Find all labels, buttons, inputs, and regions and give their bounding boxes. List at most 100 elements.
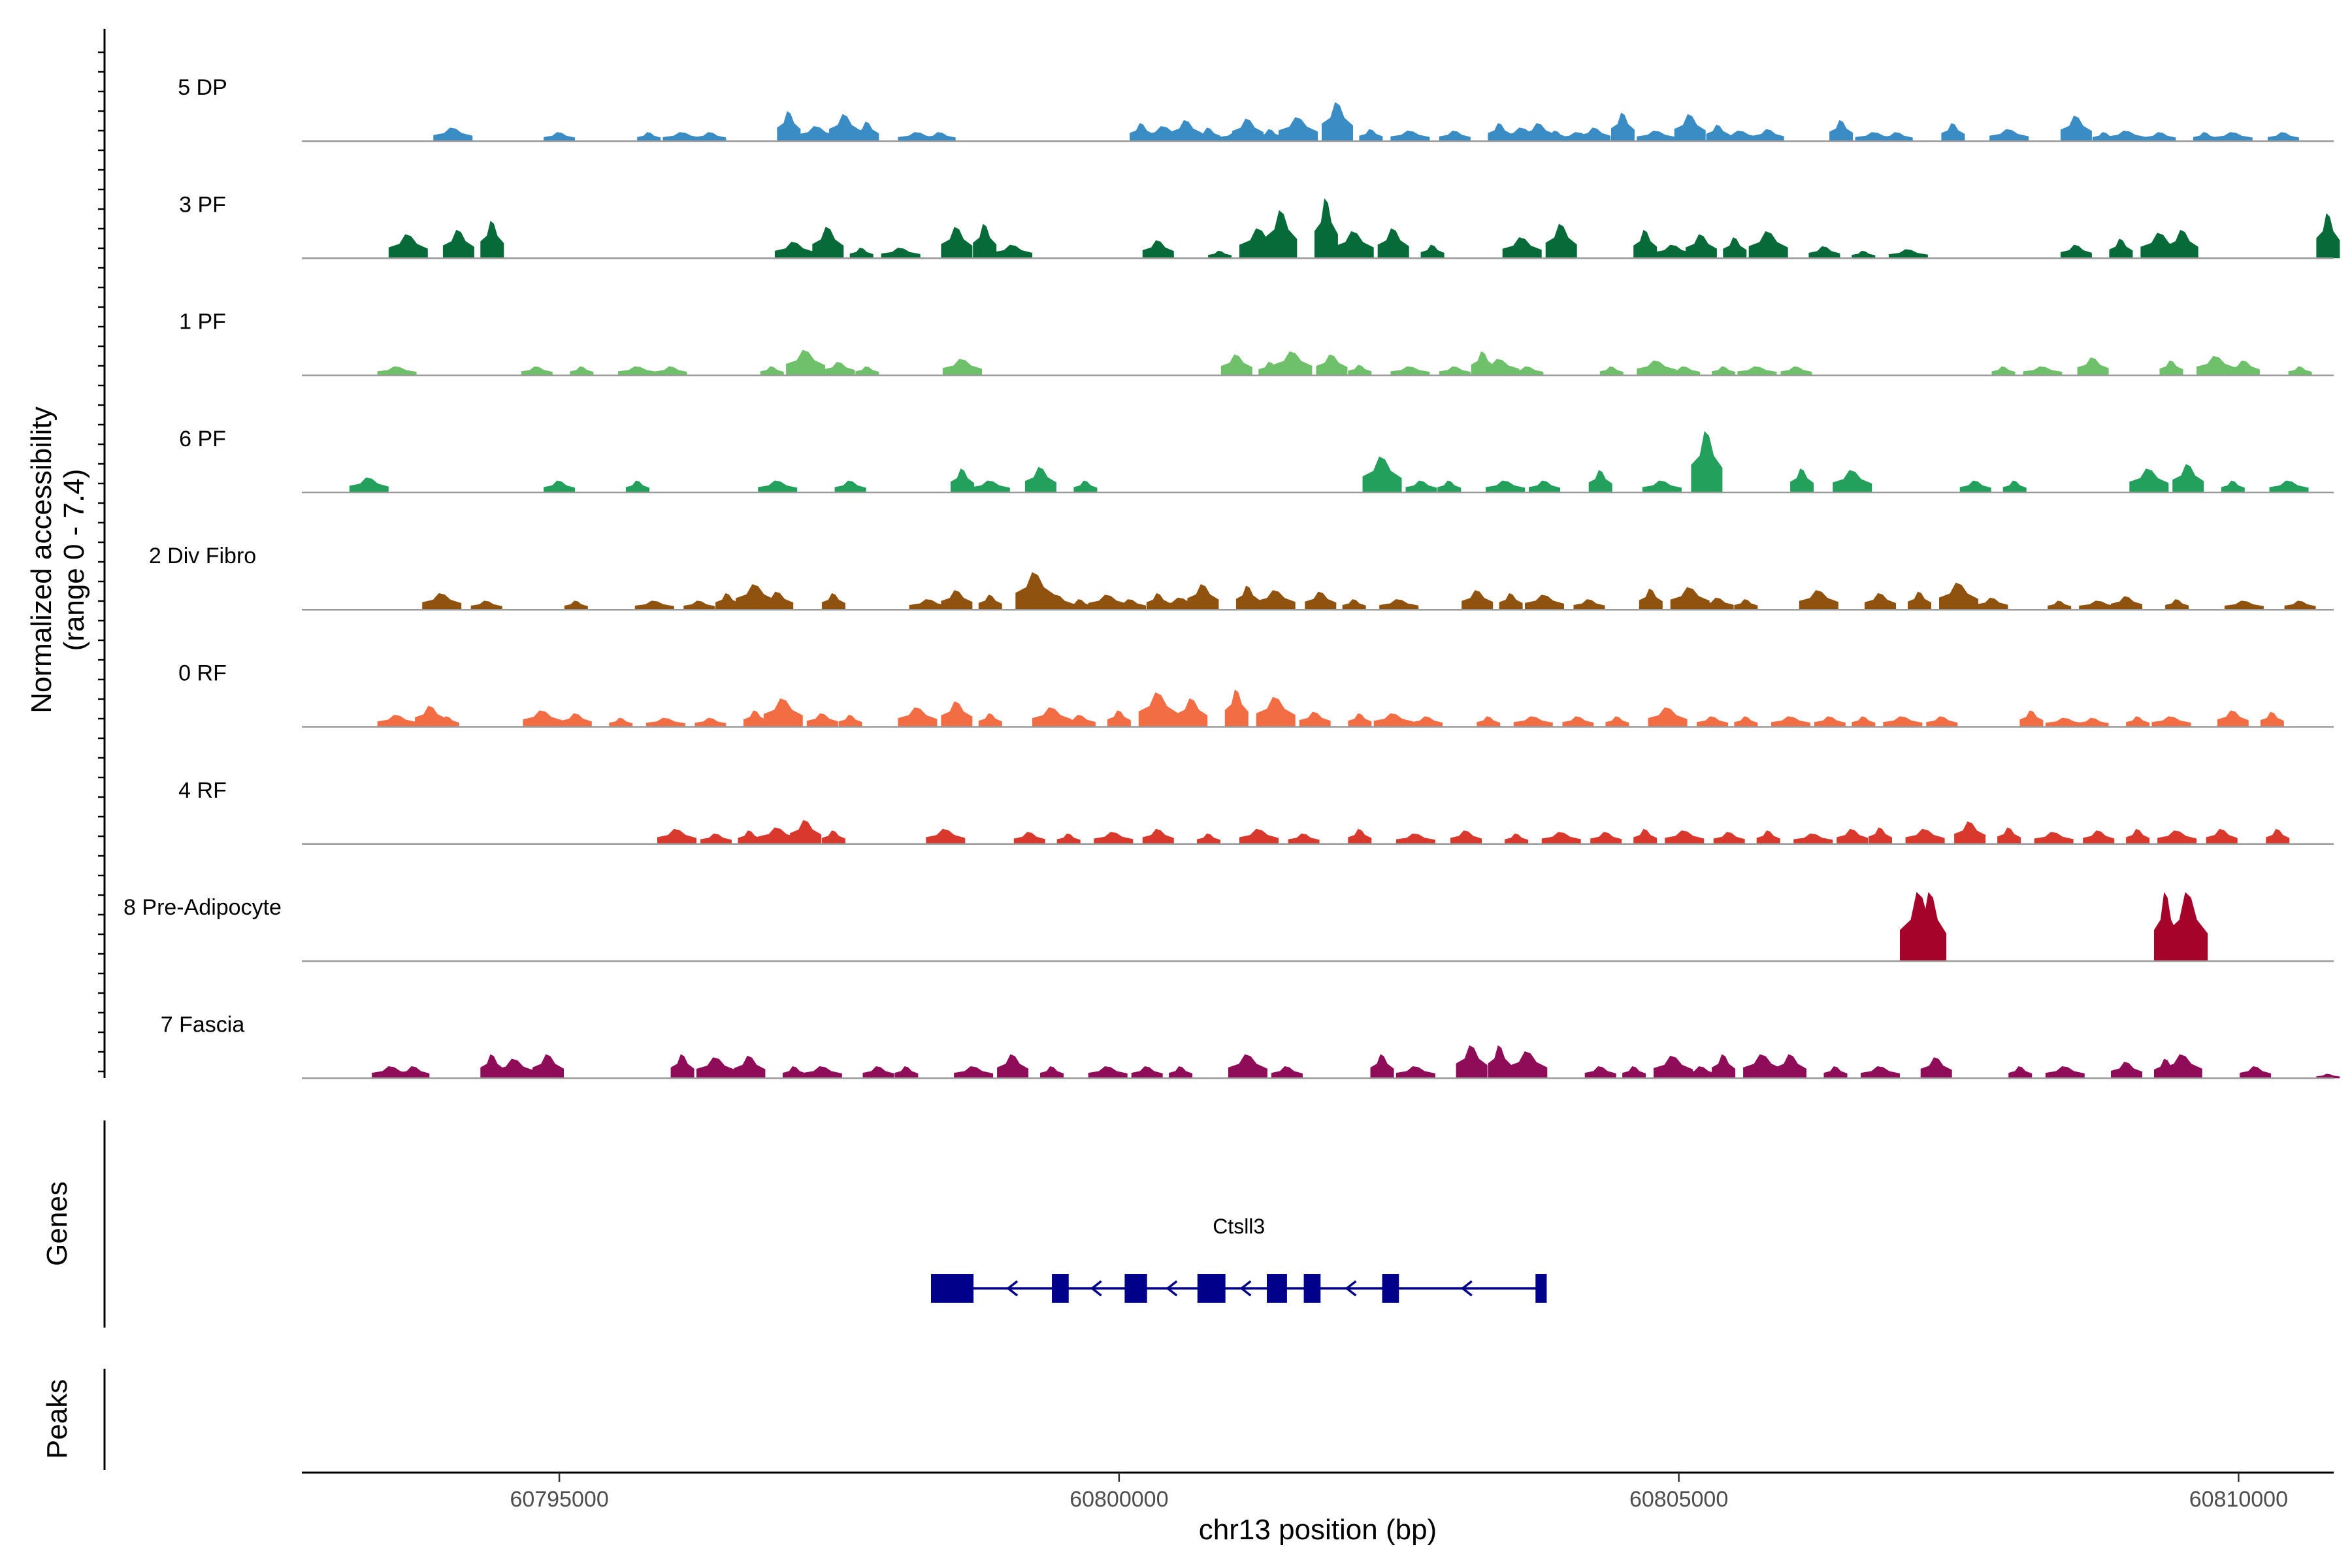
peak — [760, 366, 784, 376]
peak — [1941, 123, 1965, 141]
peak — [941, 227, 973, 259]
peak — [782, 1066, 806, 1079]
peak — [2221, 480, 2245, 493]
peak — [433, 127, 473, 141]
peak — [1256, 590, 1296, 610]
peak — [1837, 828, 1869, 844]
peak — [762, 591, 794, 610]
peak — [2111, 596, 2142, 610]
peak — [1905, 828, 1945, 844]
peaks-track-label: Peaks — [41, 1379, 73, 1459]
peak — [683, 600, 715, 610]
peak — [1888, 249, 1928, 259]
peak — [1437, 480, 1462, 493]
peak — [855, 366, 879, 376]
peak — [2002, 480, 2027, 493]
peak — [544, 480, 576, 493]
strand-arrow — [1166, 1280, 1178, 1297]
peak — [1737, 366, 1777, 376]
peak — [700, 833, 732, 844]
peak — [1169, 1066, 1193, 1079]
peak — [802, 1066, 842, 1079]
exon — [1267, 1274, 1287, 1303]
peak — [388, 234, 428, 259]
peak — [1480, 359, 1520, 376]
peak — [2288, 366, 2312, 376]
peak — [1107, 710, 1131, 727]
peak — [1499, 593, 1523, 610]
peak — [1713, 832, 1745, 844]
peak — [1170, 120, 1202, 141]
peak — [2083, 830, 2115, 844]
peak — [2197, 355, 2236, 376]
peak — [1852, 250, 1876, 259]
y-axis-ticks — [98, 51, 105, 1073]
peak — [2045, 1066, 2085, 1079]
genes-track-label: Genes — [41, 1181, 73, 1266]
track-6-pf: 6 PF — [179, 427, 2334, 494]
peak — [1599, 366, 1624, 376]
peak — [1370, 1054, 1394, 1079]
peak — [1654, 244, 1693, 259]
strand-arrow — [1460, 1280, 1473, 1297]
peak — [1734, 716, 1758, 727]
track-8-pre-adipocyte: 8 Pre-Adipocyte — [123, 892, 2334, 962]
peak — [790, 820, 822, 844]
peak — [1024, 466, 1056, 493]
track-label: 1 PF — [179, 310, 226, 335]
peak — [1115, 599, 1146, 610]
peak — [909, 599, 949, 610]
exon — [1124, 1274, 1147, 1303]
peak — [1529, 480, 1560, 493]
peak — [1396, 833, 1435, 844]
peak — [1396, 1066, 1435, 1079]
peak — [943, 359, 982, 376]
peak — [435, 716, 459, 727]
peak — [1348, 828, 1372, 844]
peak — [1176, 698, 1208, 727]
peak — [1989, 129, 2029, 141]
peak — [1196, 127, 1220, 141]
peak — [806, 713, 838, 727]
peak — [941, 701, 973, 727]
peak — [1869, 827, 1892, 844]
track-7-fascia: 7 Fascia — [161, 1012, 2340, 1079]
peak — [1545, 223, 1577, 259]
strand-arrow — [1239, 1280, 1252, 1297]
peak — [2019, 710, 2044, 727]
peak — [2111, 1062, 2142, 1079]
peak — [564, 600, 588, 610]
peak — [570, 366, 594, 376]
peak — [1348, 713, 1372, 727]
peak — [2157, 830, 2197, 844]
peak — [2316, 1073, 2340, 1079]
peak — [1639, 589, 1663, 610]
peak — [2159, 360, 2183, 376]
track-label: 8 Pre-Adipocyte — [123, 895, 282, 920]
peak — [2316, 213, 2340, 259]
peak — [2008, 1066, 2033, 1079]
peak — [1013, 832, 1045, 844]
peak — [1411, 716, 1443, 727]
strand-arrow — [1090, 1280, 1102, 1297]
peak — [1462, 590, 1494, 610]
peak — [1439, 366, 1471, 376]
peak — [1541, 832, 1581, 844]
track-5-dp: 5 DP — [178, 75, 2334, 142]
peak — [1220, 354, 1252, 376]
peak — [821, 830, 845, 844]
peak — [881, 248, 921, 259]
peak — [1976, 597, 2008, 610]
x-tick-label: 60805000 — [1629, 1487, 1728, 1512]
peak — [422, 593, 462, 610]
peak — [521, 366, 553, 376]
track-label: 2 Div Fibro — [149, 544, 256, 568]
peak — [1790, 468, 1814, 493]
peak — [993, 244, 1033, 259]
peak — [1142, 240, 1174, 259]
peak — [2151, 716, 2191, 727]
peak — [1756, 830, 1780, 844]
peak — [1780, 366, 1812, 376]
peak — [1799, 590, 1838, 610]
peak — [763, 698, 803, 727]
